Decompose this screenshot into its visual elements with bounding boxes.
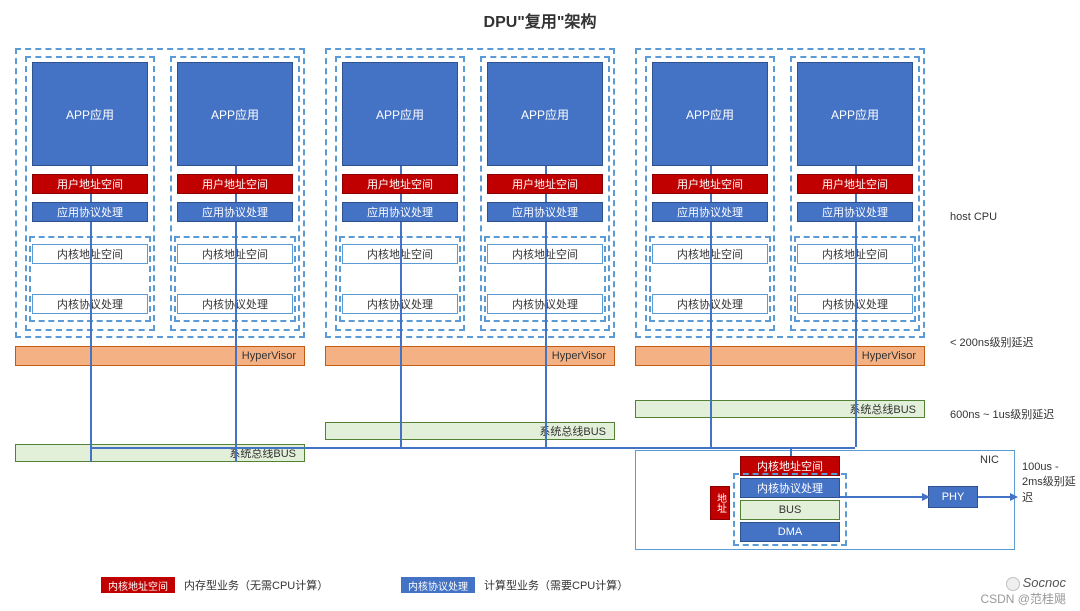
phy-out-arrow xyxy=(1010,493,1018,501)
app-block-2-0: APP应用 xyxy=(652,62,768,166)
latency-100us-label: 100us - 2ms级别延迟 xyxy=(1022,461,1080,505)
vline-c-0-1 xyxy=(235,222,237,462)
vline-a-2-0 xyxy=(710,166,712,174)
user-addr-0-1: 用户地址空间 xyxy=(177,174,293,194)
vline-d-2-0 xyxy=(710,418,712,447)
vline-c-0-0 xyxy=(90,222,92,462)
app-proto-0-0: 应用协议处理 xyxy=(32,202,148,222)
user-addr-2-0: 用户地址空间 xyxy=(652,174,768,194)
app-block-0-0: APP应用 xyxy=(32,62,148,166)
system-bus-1: 系统总线BUS xyxy=(325,422,615,440)
vline-a-1-1 xyxy=(545,166,547,174)
legend-compute-swatch: 内核协议处理 xyxy=(400,576,476,594)
app-proto-0-1: 应用协议处理 xyxy=(177,202,293,222)
legend-mem-swatch: 内核地址空间 xyxy=(100,576,176,594)
legend-mem: 内核地址空间 内存型业务（无需CPU计算） xyxy=(100,576,328,594)
latency-600ns-label: 600ns ~ 1us级别延迟 xyxy=(950,406,1054,422)
legend-compute: 内核协议处理 计算型业务（需要CPU计算） xyxy=(400,576,628,594)
vline-b-2-0 xyxy=(710,194,712,202)
nic-to-phy-line xyxy=(840,496,928,498)
app-proto-2-0: 应用协议处理 xyxy=(652,202,768,222)
vline-c-2-0 xyxy=(710,222,712,418)
app-proto-1-1: 应用协议处理 xyxy=(487,202,603,222)
watermark-socnoc: Socnoc xyxy=(1006,575,1066,591)
app-proto-2-1: 应用协议处理 xyxy=(797,202,913,222)
hypervisor-2: HyperVisor xyxy=(635,346,925,366)
system-bus-2: 系统总线BUS xyxy=(635,400,925,418)
app-block-2-1: APP应用 xyxy=(797,62,913,166)
vline-c-1-1 xyxy=(545,222,547,440)
watermark-csdn: CSDN @范桂飓 xyxy=(980,590,1066,607)
latency-200ns-label: < 200ns级别延迟 xyxy=(950,334,1033,350)
hypervisor-0: HyperVisor xyxy=(15,346,305,366)
vline-b-1-0 xyxy=(400,194,402,202)
nic-dashed xyxy=(733,473,847,546)
app-block-1-0: APP应用 xyxy=(342,62,458,166)
hline-join xyxy=(90,447,855,449)
page-title: DPU"复用"架构 xyxy=(0,0,1080,36)
vline-into-nic xyxy=(790,447,792,456)
nic-addr-tag: 地址 xyxy=(710,486,730,520)
vline-b-0-0 xyxy=(90,194,92,202)
vline-c-2-1 xyxy=(855,222,857,418)
vline-a-0-0 xyxy=(90,166,92,174)
diagram-canvas: host CPU < 200ns级别延迟 600ns ~ 1us级别延迟 100… xyxy=(0,36,1080,611)
user-addr-0-0: 用户地址空间 xyxy=(32,174,148,194)
hypervisor-1: HyperVisor xyxy=(325,346,615,366)
app-block-1-1: APP应用 xyxy=(487,62,603,166)
phy-block: PHY xyxy=(928,486,978,508)
user-addr-2-1: 用户地址空间 xyxy=(797,174,913,194)
app-proto-1-0: 应用协议处理 xyxy=(342,202,458,222)
user-addr-1-0: 用户地址空间 xyxy=(342,174,458,194)
vline-d-1-0 xyxy=(400,440,402,447)
host-cpu-label: host CPU xyxy=(950,211,997,223)
vline-a-0-1 xyxy=(235,166,237,174)
vline-a-1-0 xyxy=(400,166,402,174)
vline-d-1-1 xyxy=(545,440,547,447)
vline-c-1-0 xyxy=(400,222,402,440)
vline-d-2-1 xyxy=(855,418,857,447)
nic-label: NIC xyxy=(980,454,999,466)
app-block-0-1: APP应用 xyxy=(177,62,293,166)
nic-to-phy-arrow xyxy=(922,493,930,501)
user-addr-1-1: 用户地址空间 xyxy=(487,174,603,194)
vline-b-2-1 xyxy=(855,194,857,202)
legend-mem-text: 内存型业务（无需CPU计算） xyxy=(184,577,328,593)
vline-b-1-1 xyxy=(545,194,547,202)
vline-a-2-1 xyxy=(855,166,857,174)
legend-compute-text: 计算型业务（需要CPU计算） xyxy=(484,577,628,593)
vline-b-0-1 xyxy=(235,194,237,202)
phy-out-line xyxy=(978,496,1012,498)
